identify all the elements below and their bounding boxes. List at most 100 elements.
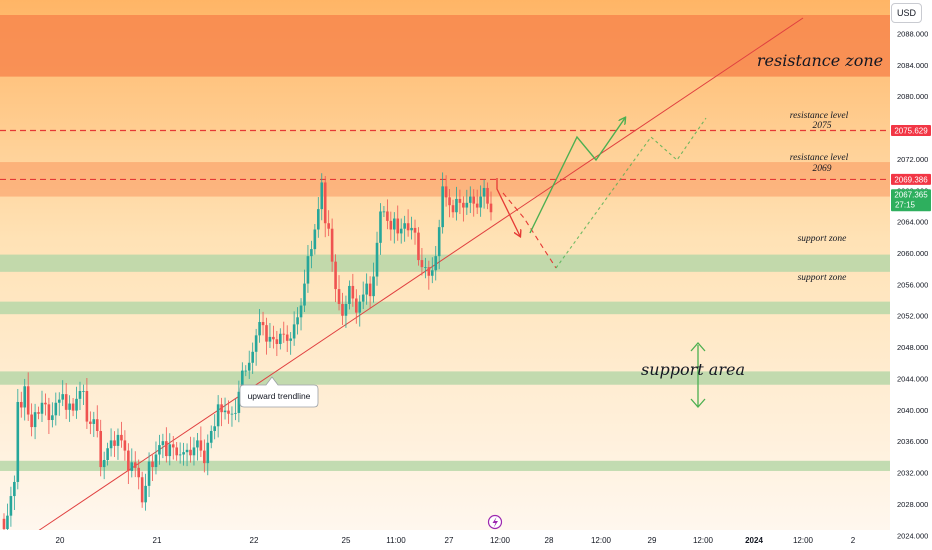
candle-body [185,449,189,453]
candle [106,442,109,466]
support-area-label: support area [641,360,745,379]
candle-body [189,449,192,456]
time-axis-panel[interactable] [0,530,890,550]
candle-body [292,324,296,339]
candle [165,427,168,463]
candle-body [109,440,113,449]
candle [258,308,261,343]
candle-countdown: 27:15 [895,200,916,209]
candle-body [37,412,40,414]
support-area-top [0,371,890,385]
candle-body [282,333,286,335]
candle [234,399,237,421]
candle-body [254,335,258,352]
lightning-icon[interactable] [487,514,503,530]
candle [275,330,279,357]
candle-body [472,196,476,204]
candle-body [451,205,455,213]
time-tick-6: 12:00 [490,536,511,545]
candle-body [303,283,306,306]
candle-body [158,445,161,455]
candle [144,473,147,511]
candle-body [227,410,230,414]
candle [216,395,220,438]
time-tick-1: 21 [153,536,162,545]
candle-body [444,186,448,198]
candle [182,442,185,466]
candle [123,430,127,461]
candle-body [151,461,154,468]
candle-body [106,448,109,460]
candle-body [358,301,362,313]
candle [206,434,210,476]
resistance-level-1-value: 2075 [813,121,832,131]
candle [78,381,82,410]
candle [448,189,451,218]
resistance-zone-label: resistance zone [757,51,883,70]
candle [292,311,296,346]
time-tick-5: 27 [445,536,454,545]
candle-body [54,402,58,416]
support-zone-1 [0,254,890,272]
candle-body [434,256,438,271]
candle [95,405,99,438]
candle [386,199,389,230]
candle [475,189,479,214]
candle [185,443,189,467]
candle-body [482,187,486,197]
candle-body [382,211,386,213]
candle-body [30,414,33,428]
candle-body [154,454,158,468]
candle-body [19,401,23,408]
candle-body [448,197,451,206]
candle-body [171,444,175,448]
candle-body [75,398,78,411]
time-tick-7: 28 [545,536,554,545]
resistance-level-2075-price: 2075.629 [894,126,928,135]
candle-body [344,303,348,316]
candle-body [120,434,123,441]
candle [434,245,438,281]
price-tick-16: 2024.000 [897,531,928,540]
candle-body [379,211,382,243]
candle [99,419,103,477]
candle [462,196,465,222]
currency-button[interactable]: USD [891,3,922,23]
projected-rise-dashed [555,117,707,269]
candle [444,175,448,207]
candle [61,380,65,407]
candle [147,452,151,498]
resistance-zone [0,15,890,77]
price-tick-2: 2080.000 [897,92,928,101]
candle-body [330,228,334,262]
trendline-callout-box[interactable] [239,376,319,408]
candle-body [261,322,265,326]
candle-body [334,261,337,290]
candle [109,428,113,457]
price-tick-9: 2052.000 [897,312,928,321]
candle [220,397,223,427]
candle-body [241,370,244,392]
candle-body [475,203,479,208]
price-tick-14: 2032.000 [897,469,928,478]
candle [196,433,199,461]
candle [413,219,417,245]
candle-body [140,477,144,503]
candle [344,295,348,328]
candle [441,172,444,234]
candle [486,182,489,210]
time-tick-3: 25 [342,536,351,545]
candle [171,436,175,460]
candle [472,189,476,217]
candle [430,257,434,284]
price-axis-panel[interactable] [890,0,932,550]
candle-body [223,410,227,413]
candle-body [441,186,444,228]
price-tick-10: 2048.000 [897,343,928,352]
candle-body [417,232,420,261]
time-tick-4: 11:00 [386,536,406,545]
candle-body [33,412,37,428]
candle [85,377,89,429]
